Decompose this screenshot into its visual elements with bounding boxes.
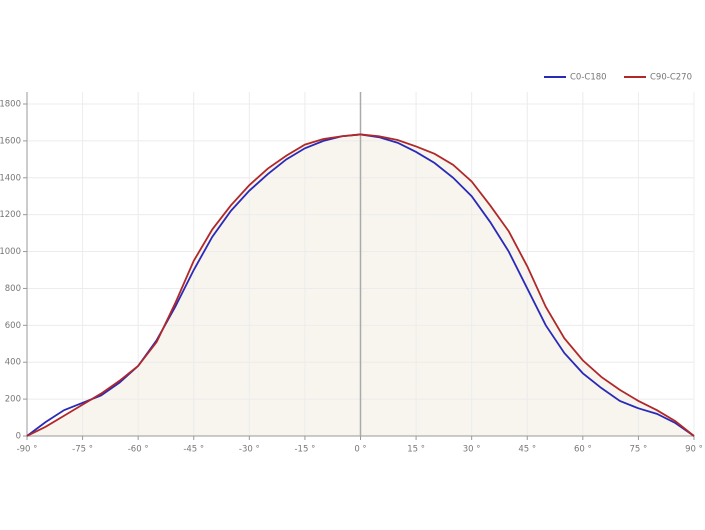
y-tick-label: 400 bbox=[5, 358, 21, 368]
x-tick-label: -75 ° bbox=[72, 445, 93, 455]
x-tick-label: 15 ° bbox=[407, 445, 425, 455]
x-tick-label: 75 ° bbox=[630, 445, 648, 455]
x-tick-label: -15 ° bbox=[294, 445, 315, 455]
y-tick-label: 1600 bbox=[0, 136, 21, 146]
y-tick-label: 1400 bbox=[0, 173, 21, 183]
y-tick-label: 1800 bbox=[0, 100, 21, 110]
y-tick-label: 800 bbox=[5, 284, 21, 294]
x-tick-label: 90 ° bbox=[685, 445, 703, 455]
y-tick-label: 1200 bbox=[0, 210, 21, 220]
x-tick-label: 30 ° bbox=[463, 445, 481, 455]
x-tick-label: -45 ° bbox=[183, 445, 204, 455]
y-tick-label: 1000 bbox=[0, 247, 21, 257]
legend-label: C90-C270 bbox=[650, 73, 692, 83]
x-tick-label: 60 ° bbox=[574, 445, 592, 455]
x-tick-label: -90 ° bbox=[17, 445, 38, 455]
x-tick-label: -30 ° bbox=[239, 445, 260, 455]
x-tick-label: -60 ° bbox=[128, 445, 149, 455]
legend: C0-C180 C90-C270 bbox=[544, 73, 692, 83]
series-line bbox=[26, 133, 695, 437]
legend-label: C0-C180 bbox=[570, 73, 607, 83]
y-tick-label: 200 bbox=[5, 395, 21, 405]
x-tick-label: 45 ° bbox=[518, 445, 536, 455]
y-tick-label: 600 bbox=[5, 321, 21, 331]
x-tick-label: 0 ° bbox=[354, 445, 366, 455]
y-tick-label: 0 bbox=[16, 432, 21, 442]
